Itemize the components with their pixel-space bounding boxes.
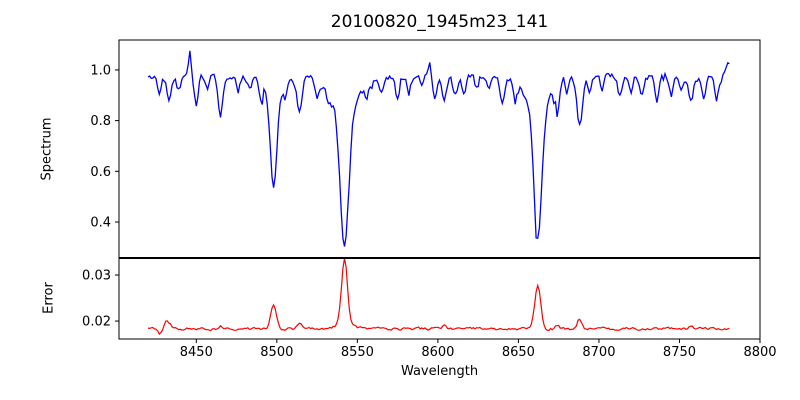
y-tick-label: 0.03 — [82, 269, 111, 284]
x-tick-label: 8450 — [180, 345, 213, 360]
spectrum-axes-box — [118, 39, 761, 259]
y-tick-label: 0.4 — [90, 216, 111, 231]
x-tick-label: 8700 — [582, 345, 615, 360]
error-axes-box — [118, 257, 761, 340]
plot-title: 20100820_1945m23_141 — [330, 12, 549, 32]
y-tick-label: 0.8 — [90, 114, 111, 129]
x-tick-label: 8550 — [341, 345, 374, 360]
error-line — [147, 258, 730, 336]
spectrum-line — [147, 50, 730, 247]
x-tick-label: 8750 — [663, 345, 696, 360]
x-axis-label: Wavelength — [400, 364, 479, 379]
y-tick-label: 1.0 — [90, 63, 111, 78]
x-tick-label: 8650 — [502, 345, 535, 360]
y-tick-label: 0.02 — [82, 315, 111, 330]
x-tick-label: 8800 — [743, 345, 776, 360]
x-tick-label: 8600 — [421, 345, 454, 360]
y-tick-label: 0.6 — [90, 165, 111, 180]
x-tick-label: 8500 — [260, 345, 293, 360]
